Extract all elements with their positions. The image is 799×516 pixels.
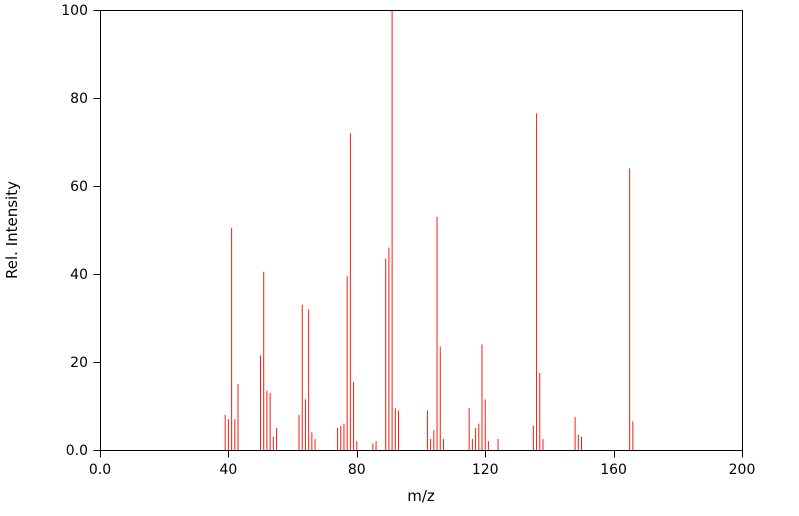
y-tick-label: 0.0: [66, 443, 88, 459]
y-tick-label: 40: [70, 267, 88, 283]
y-tick-label: 20: [70, 355, 88, 371]
x-tick-label: 0.0: [89, 462, 111, 478]
x-tick-label: 120: [472, 462, 499, 478]
x-tick-label: 80: [348, 462, 366, 478]
x-tick-label: 160: [600, 462, 627, 478]
y-tick-label: 60: [70, 179, 88, 195]
y-tick-label: 100: [61, 3, 88, 19]
x-tick-label: 200: [729, 462, 756, 478]
plot-area: 0.0 40 80 120 160 200 0.0 20 40 60 80 100: [61, 3, 755, 478]
y-tick-label: 80: [70, 91, 88, 107]
x-axis-label: m/z: [407, 487, 435, 505]
plot-frame: [100, 10, 743, 451]
y-axis-label: Rel. Intensity: [3, 181, 21, 279]
x-tick-label: 40: [219, 462, 237, 478]
